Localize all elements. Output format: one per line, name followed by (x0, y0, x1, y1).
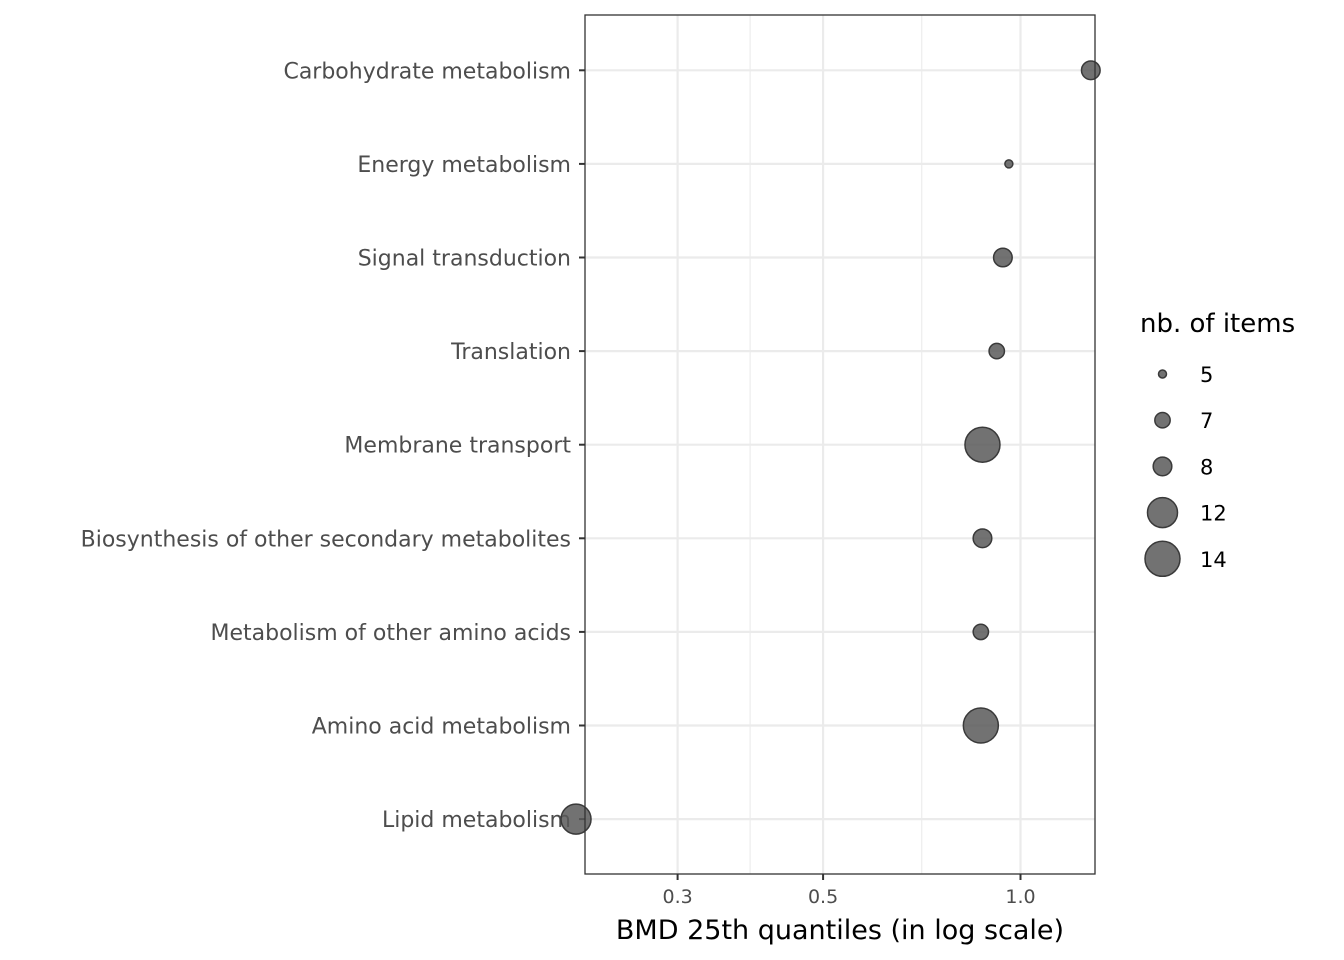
y-tick-label: Signal transduction (358, 247, 571, 272)
data-point (1080, 60, 1101, 81)
x-tick-label: 0.5 (808, 886, 838, 908)
y-tick-label: Metabolism of other amino acids (211, 621, 572, 646)
y-axis: Carbohydrate metabolism Energy metabolism… (81, 59, 585, 833)
y-tick-label: Amino acid metabolism (312, 715, 571, 740)
data-points (560, 60, 1101, 835)
x-tick-label: 0.3 (662, 886, 692, 908)
legend: nb. of items 5 7 8 12 14 (1140, 309, 1295, 578)
y-tick-label: Translation (450, 340, 571, 365)
data-point (1004, 159, 1014, 169)
data-point (972, 623, 990, 641)
legend-label: 8 (1200, 455, 1213, 479)
data-point (988, 342, 1006, 360)
data-point (972, 528, 993, 549)
panel-border (584, 14, 1096, 875)
legend-label: 7 (1200, 409, 1213, 433)
data-point (992, 247, 1013, 268)
legend-items: 5 7 8 12 14 (1144, 363, 1227, 578)
data-point (964, 426, 1001, 463)
legend-label: 14 (1200, 548, 1227, 572)
legend-key (1144, 540, 1181, 578)
x-axis: 0.3 0.5 1.0 (662, 874, 1036, 908)
y-tick-label: Carbohydrate metabolism (283, 59, 571, 84)
legend-key (1154, 411, 1171, 429)
legend-label: 12 (1200, 502, 1227, 526)
grid-lines (585, 15, 1095, 874)
y-tick-label: Lipid metabolism (382, 808, 571, 833)
x-tick-label: 1.0 (1005, 886, 1035, 908)
x-axis-title: BMD 25th quantiles (in log scale) (616, 915, 1064, 946)
data-point (560, 803, 592, 835)
legend-title: nb. of items (1140, 309, 1295, 339)
y-tick-label: Biosynthesis of other secondary metaboli… (81, 527, 571, 552)
data-point (962, 707, 1000, 744)
legend-label: 5 (1200, 363, 1213, 387)
y-tick-label: Energy metabolism (357, 153, 571, 178)
legend-key (1146, 496, 1179, 529)
legend-key (1152, 456, 1173, 477)
y-tick-label: Membrane transport (344, 434, 571, 459)
legend-key (1157, 369, 1168, 379)
